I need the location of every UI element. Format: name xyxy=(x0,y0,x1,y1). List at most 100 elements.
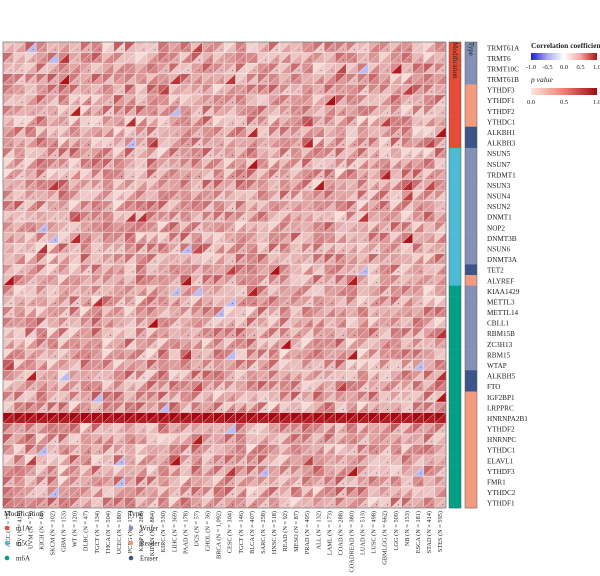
heatmap-cell xyxy=(235,168,248,181)
heatmap-cell xyxy=(213,348,225,361)
heatmap-cell xyxy=(46,73,59,85)
heatmap-cell xyxy=(135,158,148,170)
heatmap-cell xyxy=(157,433,170,445)
heatmap-cell xyxy=(91,179,104,191)
type-cell xyxy=(465,402,477,413)
heatmap-cell xyxy=(2,327,15,339)
heatmap-cell xyxy=(69,179,81,191)
heatmap-cell xyxy=(290,274,303,286)
heatmap-cell xyxy=(2,348,15,361)
heatmap-cell xyxy=(2,412,15,424)
heatmap-cell xyxy=(357,391,369,403)
heatmap-cell xyxy=(390,94,403,106)
heatmap-cell xyxy=(102,475,115,488)
heatmap-cell xyxy=(379,84,391,96)
heatmap-cell xyxy=(124,179,137,191)
heatmap-cell xyxy=(323,359,336,371)
heatmap-cell xyxy=(190,73,203,85)
heatmap-cell xyxy=(323,444,336,456)
heatmap-cell xyxy=(69,486,81,498)
heatmap-cell xyxy=(24,454,37,466)
heatmap-cell xyxy=(390,73,403,85)
heatmap-cell xyxy=(257,242,270,255)
heatmap-cell xyxy=(334,444,347,456)
gene-label: ELAVL1 xyxy=(487,457,514,465)
heatmap-cell xyxy=(213,136,225,149)
heatmap-cell xyxy=(135,454,148,466)
heatmap-cell xyxy=(46,136,59,149)
heatmap-cell xyxy=(357,412,369,424)
heatmap-cell xyxy=(13,338,26,350)
heatmap-cell xyxy=(213,338,225,350)
heatmap-cell xyxy=(345,179,358,191)
correlation-tick-label: -1.0 xyxy=(526,64,536,71)
modification-cell xyxy=(449,179,461,191)
heatmap-cell xyxy=(113,401,126,414)
heatmap-cell xyxy=(157,401,170,414)
heatmap-cell xyxy=(379,73,391,85)
heatmap-cell xyxy=(257,147,270,159)
heatmap-cell xyxy=(246,200,259,212)
heatmap-cell xyxy=(401,136,414,149)
heatmap-cell xyxy=(412,444,425,456)
heatmap-cell xyxy=(379,115,391,128)
heatmap-cell xyxy=(168,264,181,276)
heatmap-cell xyxy=(235,285,248,297)
heatmap-cell xyxy=(2,200,15,212)
heatmap-cell xyxy=(268,338,281,350)
heatmap-cell xyxy=(246,454,259,466)
heatmap-cell xyxy=(2,444,15,456)
heatmap-cell xyxy=(323,454,336,466)
heatmap-cell xyxy=(345,369,358,382)
heatmap-cell xyxy=(379,338,391,350)
heatmap-cell xyxy=(91,422,104,435)
heatmap-cell xyxy=(257,136,270,149)
type-cell xyxy=(465,105,477,117)
heatmap-cell xyxy=(179,242,192,255)
heatmap-cell xyxy=(357,306,369,318)
heatmap-cell xyxy=(179,264,192,276)
heatmap-cell xyxy=(24,306,37,318)
heatmap-cell xyxy=(301,401,314,414)
heatmap-cell xyxy=(2,359,15,371)
heatmap-cell xyxy=(323,327,336,339)
heatmap-cell xyxy=(69,211,81,223)
legend-swatch xyxy=(128,525,134,531)
heatmap-cell xyxy=(146,168,159,181)
heatmap-cell xyxy=(401,359,414,371)
heatmap-cell xyxy=(246,41,259,53)
heatmap-cell xyxy=(434,179,447,191)
heatmap-cell xyxy=(301,422,314,435)
heatmap-cell xyxy=(257,285,270,297)
heatmap-cell xyxy=(345,327,358,339)
heatmap-cell xyxy=(179,84,192,96)
legend-swatch xyxy=(128,555,134,561)
heatmap-cell xyxy=(357,380,369,392)
heatmap-cell xyxy=(35,359,48,371)
heatmap-cell xyxy=(290,475,303,488)
type-cell xyxy=(465,455,477,466)
modification-cell xyxy=(449,73,461,85)
heatmap-cell xyxy=(179,211,192,223)
heatmap-cell xyxy=(246,444,259,456)
modification-cell xyxy=(449,116,461,127)
heatmap-cell xyxy=(357,253,369,265)
heatmap-cell xyxy=(69,274,81,286)
cancer-label: KIPAN (N = 884) xyxy=(149,511,156,556)
heatmap-cell xyxy=(290,486,303,498)
heatmap-cell xyxy=(168,422,181,435)
heatmap-cell xyxy=(334,433,347,445)
heatmap-cell xyxy=(24,211,37,223)
heatmap-cell xyxy=(80,242,92,255)
heatmap-cell xyxy=(301,52,314,64)
heatmap-cell xyxy=(35,454,48,466)
modification-cell xyxy=(449,317,461,329)
heatmap-cell xyxy=(334,454,347,466)
heatmap-cell xyxy=(257,486,270,498)
heatmap-cell xyxy=(157,158,170,170)
heatmap-cell xyxy=(268,380,281,392)
heatmap-cell xyxy=(301,380,314,392)
heatmap-cell xyxy=(268,211,281,223)
heatmap-cell xyxy=(323,401,336,414)
heatmap-cell xyxy=(312,422,325,435)
